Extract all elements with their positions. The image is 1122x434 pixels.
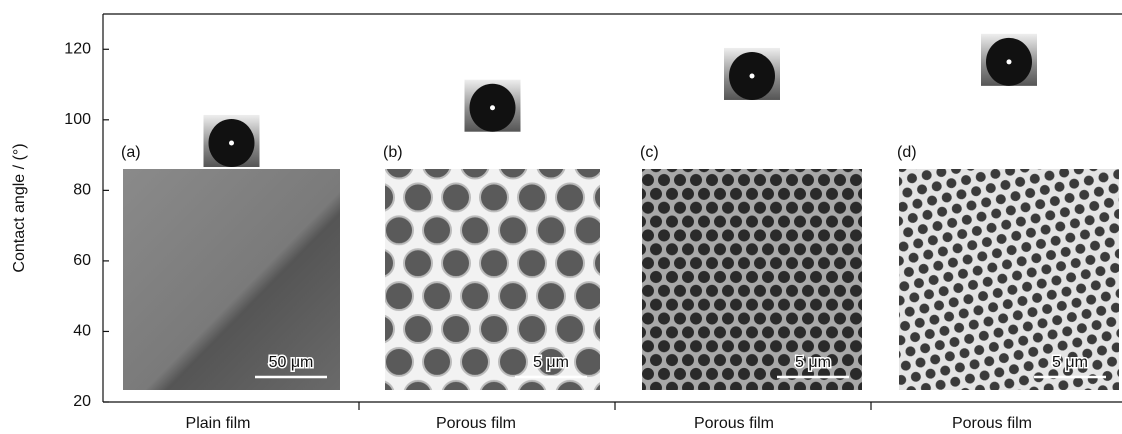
y-tick-label: 40 bbox=[73, 323, 91, 340]
droplet-highlight bbox=[1007, 59, 1012, 64]
droplet bbox=[981, 34, 1037, 86]
droplet bbox=[204, 115, 260, 167]
y-axis-label: Contact angle / (°) bbox=[11, 143, 28, 272]
scale-bar-label: 5 μm bbox=[795, 354, 831, 371]
y-tick-label: 120 bbox=[64, 40, 91, 57]
scale-bar-label: 5 μm bbox=[533, 354, 569, 371]
x-tick-label: Porous film bbox=[436, 415, 516, 432]
panel-label: (c) bbox=[640, 144, 659, 161]
scale-bar-label: 50 μm bbox=[269, 354, 314, 371]
x-tick-label: Plain film bbox=[186, 415, 251, 432]
y-tick-label: 100 bbox=[64, 111, 91, 128]
droplet-highlight bbox=[490, 105, 495, 110]
scale-bar-label: 5 μm bbox=[1052, 354, 1088, 371]
panel-label: (a) bbox=[121, 144, 141, 161]
x-tick-label: Porous film bbox=[952, 415, 1032, 432]
panel-label: (b) bbox=[383, 144, 403, 161]
y-tick-label: 80 bbox=[73, 182, 91, 199]
y-tick-label: 20 bbox=[73, 393, 91, 410]
y-tick-label: 60 bbox=[73, 252, 91, 269]
droplet-highlight bbox=[229, 140, 234, 145]
x-tick-label: Porous film bbox=[694, 415, 774, 432]
droplet bbox=[724, 48, 780, 100]
droplet-highlight bbox=[750, 73, 755, 78]
panel-label: (d) bbox=[897, 144, 917, 161]
chart: Contact angle / (°) 20 40 60 80 100 120 Plain … bbox=[0, 0, 1122, 434]
droplet bbox=[465, 80, 521, 132]
